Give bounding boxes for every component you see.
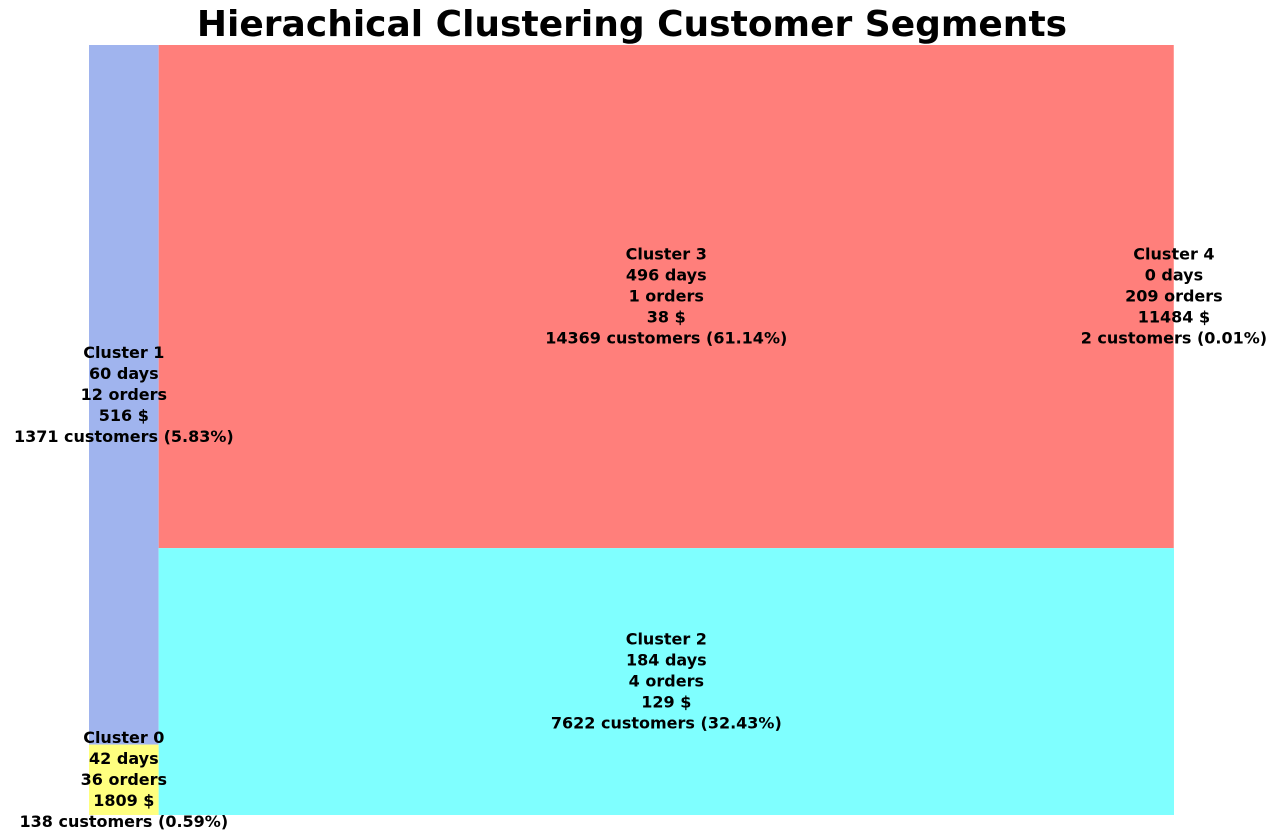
- cluster-4-label-line: Cluster 4: [1133, 245, 1214, 264]
- cluster-2-label-line: 7622 customers (32.43%): [551, 714, 782, 733]
- cluster-4-label-line: 0 days: [1145, 266, 1203, 285]
- cluster-0-rect: [89, 744, 159, 815]
- cluster-1-label-line: 1371 customers (5.83%): [14, 427, 234, 446]
- cluster-1-label-line: Cluster 1: [83, 343, 164, 362]
- cluster-0-label-line: 1809 $: [93, 791, 154, 810]
- cluster-1-rect: [89, 45, 159, 745]
- cluster-2-label-line: 184 days: [626, 651, 707, 670]
- cluster-1-label: Cluster 1 60 days 12 orders 516 $ 1371 custo…: [14, 343, 234, 446]
- cluster-0-label-line: 42 days: [89, 749, 159, 768]
- cluster-4-label-line: 2 customers (0.01%): [1081, 329, 1267, 348]
- cluster-0-label-line: Cluster 0: [83, 728, 164, 747]
- cluster-2-label-line: 4 orders: [629, 672, 704, 691]
- cluster-4-label-line: 209 orders: [1125, 287, 1223, 306]
- cluster-4-rect: [1173, 45, 1175, 549]
- cluster-3-label-line: 38 $: [647, 308, 686, 327]
- cluster-2-label-line: 129 $: [641, 693, 691, 712]
- cluster-2-label: Cluster 2 184 days 4 orders 129 $ 7622 custo…: [551, 630, 782, 733]
- cluster-1-label-line: 516 $: [99, 406, 149, 425]
- cluster-4-label: Cluster 4 0 days 209 orders 11484 $ 2 custom…: [1081, 245, 1267, 348]
- cluster-1-label-line: 60 days: [89, 364, 159, 383]
- cluster-3-label-line: 1 orders: [629, 287, 704, 306]
- segment-rects: [89, 45, 1175, 815]
- cluster-3-label-line: 496 days: [626, 266, 707, 285]
- cluster-3-label: Cluster 3 496 days 1 orders 38 $ 14369 custo…: [545, 245, 787, 348]
- cluster-3-rect: [158, 45, 1174, 549]
- cluster-3-label-line: Cluster 3: [626, 245, 707, 264]
- cluster-0-label: Cluster 0 42 days 36 orders 1809 $ 138 custo…: [20, 728, 229, 831]
- cluster-2-rect: [158, 548, 1174, 815]
- cluster-1-label-line: 12 orders: [81, 385, 167, 404]
- cluster-3-label-line: 14369 customers (61.14%): [545, 329, 787, 348]
- cluster-2-label-line: Cluster 2: [626, 630, 707, 649]
- chart-title: Hierachical Clustering Customer Segments: [197, 4, 1067, 45]
- cluster-0-label-line: 36 orders: [81, 770, 167, 789]
- cluster-0-label-line: 138 customers (0.59%): [20, 812, 229, 831]
- cluster-4-label-line: 11484 $: [1138, 308, 1210, 327]
- segment-labels: Cluster 1 60 days 12 orders 516 $ 1371 custo…: [14, 245, 1267, 831]
